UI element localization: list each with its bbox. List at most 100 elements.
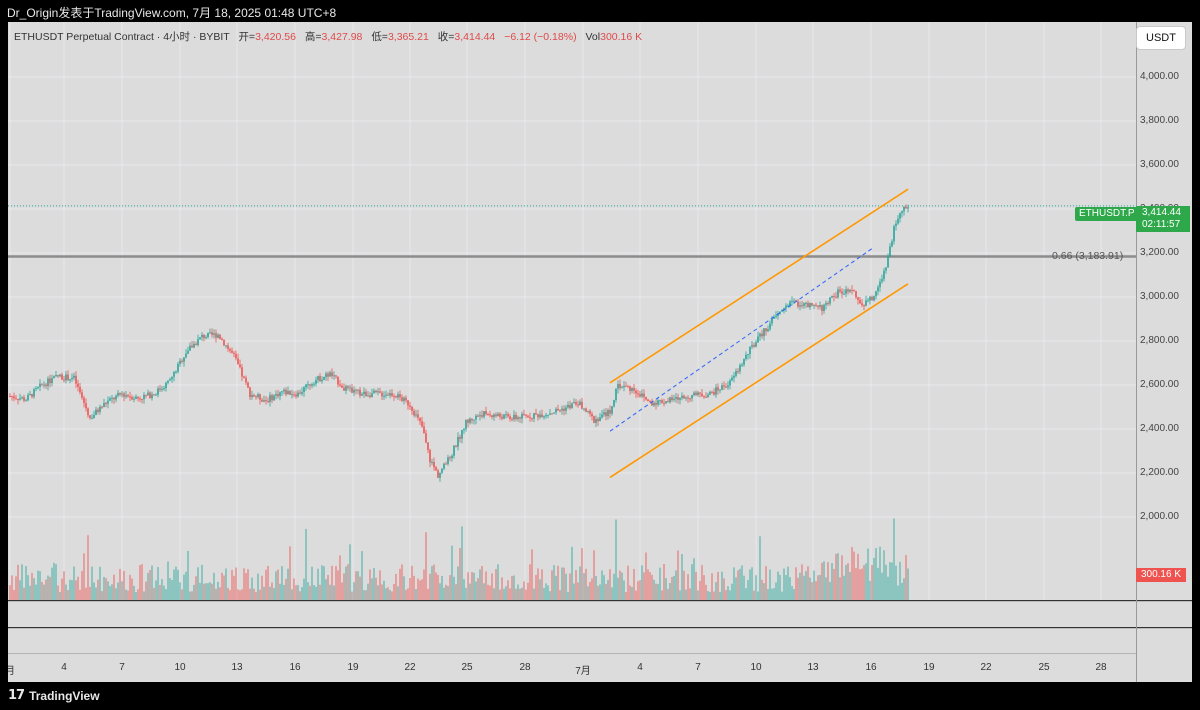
volume-bar — [233, 575, 235, 600]
volume-bar — [815, 581, 817, 600]
volume-bar — [49, 576, 51, 600]
volume-bar — [365, 590, 367, 600]
candle-body — [759, 333, 761, 337]
volume-bar — [221, 572, 223, 600]
volume-bar — [639, 580, 641, 600]
candle-body — [515, 414, 517, 420]
volume-bar — [343, 573, 345, 600]
candle-body — [471, 418, 473, 421]
candle-body — [877, 287, 879, 292]
volume-bar — [371, 578, 373, 600]
candle-body — [155, 394, 157, 396]
candle-body — [437, 470, 439, 478]
candle-body — [455, 445, 457, 447]
chart-panel[interactable]: ETHUSDT Perpetual Contract · 4小时 · BYBIT… — [8, 22, 1192, 682]
time-axis-border — [8, 653, 1136, 654]
volume-bar — [679, 590, 681, 600]
candle-body — [645, 396, 647, 400]
candle-body — [609, 409, 611, 414]
candle-body — [783, 308, 785, 311]
volume-bar — [617, 577, 619, 600]
candle-body — [317, 376, 319, 380]
volume-bar — [457, 566, 459, 600]
candle-body — [115, 395, 117, 400]
volume-bar — [711, 573, 713, 600]
volume-bar — [653, 579, 655, 600]
volume-bar — [479, 569, 481, 600]
candle-body — [33, 389, 35, 397]
volume-bar — [661, 590, 663, 600]
volume-bar — [827, 562, 829, 600]
candle-body — [545, 415, 547, 417]
volume-bar — [95, 587, 97, 600]
time-tick-label: 4 — [637, 662, 643, 673]
candle-body — [493, 414, 495, 418]
volume-bar — [403, 576, 405, 600]
volume-bar — [651, 574, 653, 600]
volume-bar — [445, 584, 447, 600]
candle-body — [323, 376, 325, 380]
volume-bar — [553, 565, 555, 600]
volume-bar — [807, 566, 809, 600]
volume-bar — [241, 589, 243, 600]
candle-body — [21, 397, 23, 399]
time-tick-label: 22 — [980, 662, 992, 673]
volume-bar — [99, 566, 101, 600]
volume-bar — [817, 575, 819, 600]
candle-body — [581, 401, 583, 409]
volume-bar — [785, 575, 787, 600]
volume-bar — [285, 578, 287, 600]
volume-bar — [119, 568, 121, 600]
volume-bar — [717, 571, 719, 600]
candle-body — [797, 301, 799, 307]
volume-bar — [513, 575, 515, 600]
volume-bar — [821, 562, 823, 600]
candle-body — [75, 375, 77, 384]
volume-bar — [901, 582, 903, 600]
volume-bar — [865, 563, 867, 600]
volume-bar — [819, 574, 821, 600]
volume-bar — [641, 565, 643, 600]
volume-bar — [325, 579, 327, 600]
volume-bar — [269, 586, 271, 600]
candle-body — [415, 414, 417, 416]
candle-body — [109, 398, 111, 401]
candle-body — [541, 414, 543, 418]
volume-bar — [299, 591, 301, 600]
candle-body — [341, 385, 343, 388]
candle-body — [665, 401, 667, 404]
volume-bar — [899, 561, 901, 600]
volume-bar — [33, 578, 35, 600]
volume-bar — [501, 577, 503, 600]
volume-bar — [781, 591, 783, 600]
candle-body — [615, 388, 617, 401]
volume-bar — [141, 564, 143, 600]
volume-bar — [797, 577, 799, 600]
candle-body — [141, 398, 143, 400]
currency-button[interactable]: USDT — [1136, 26, 1186, 50]
volume-bar — [741, 565, 743, 600]
tradingview-logo[interactable]: 17 TradingView — [8, 688, 100, 703]
volume-tag: 300.16 K — [1136, 568, 1186, 582]
volume-bar — [737, 570, 739, 600]
candle-body — [589, 410, 591, 414]
candle-body — [659, 400, 661, 402]
volume-bar — [537, 568, 539, 600]
candle-body — [679, 397, 681, 400]
volume-bar — [693, 558, 695, 600]
volume-bar — [231, 569, 233, 600]
candle-body — [777, 313, 779, 316]
candle-body — [639, 394, 641, 397]
volume-bar — [11, 575, 13, 600]
volume-bar — [469, 583, 471, 600]
candle-body — [717, 387, 719, 391]
chart-canvas[interactable] — [8, 22, 1192, 682]
volume-bar — [535, 574, 537, 600]
volume-bar — [135, 591, 137, 600]
volume-bar — [161, 579, 163, 600]
candle-body — [445, 463, 447, 465]
candle-body — [863, 305, 865, 307]
time-tick-label: 28 — [1095, 662, 1107, 673]
volume-bar — [463, 579, 465, 600]
volume-bar — [773, 588, 775, 600]
